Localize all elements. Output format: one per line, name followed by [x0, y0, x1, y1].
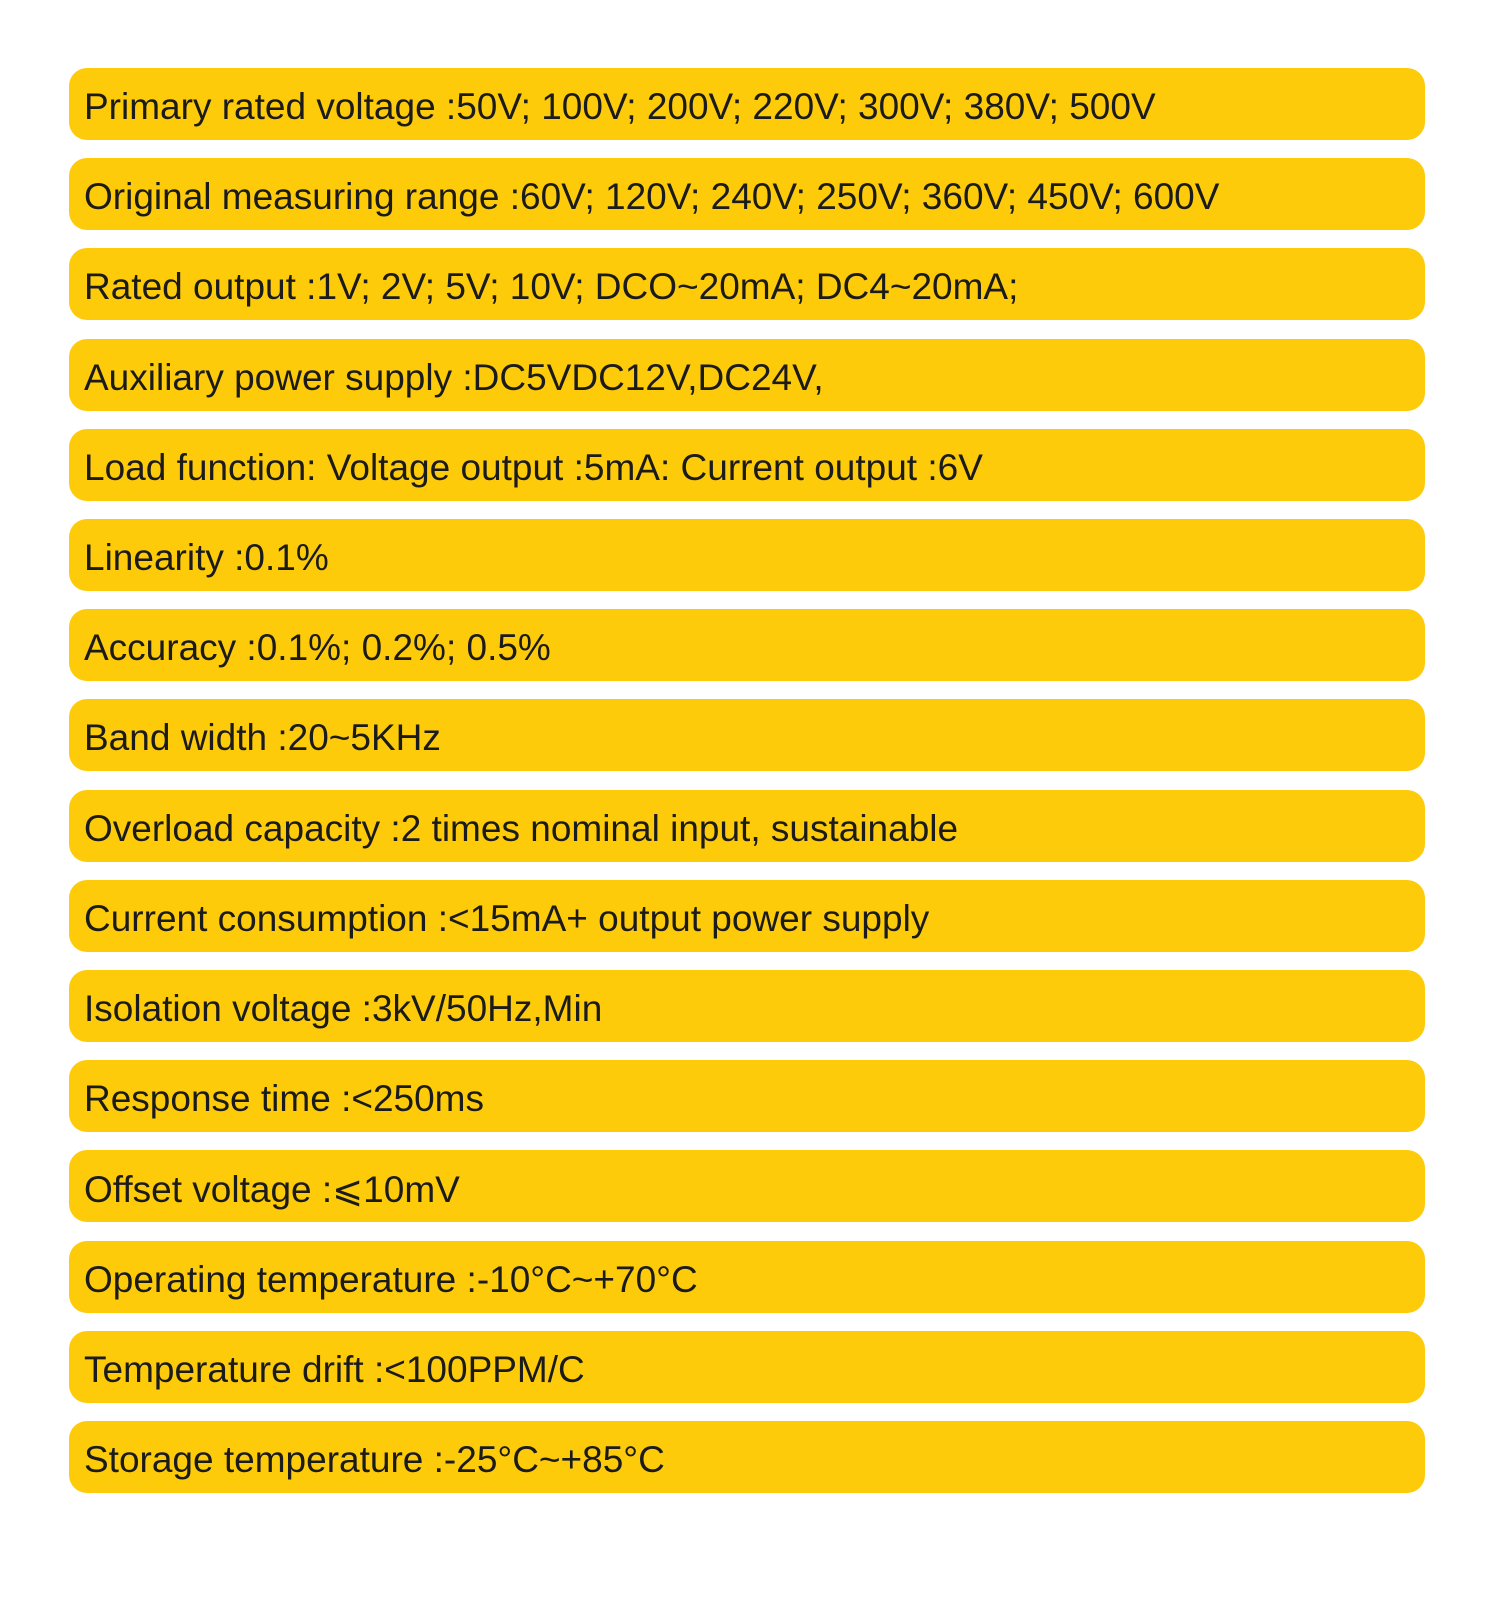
- spec-row: Isolation voltage :3kV/50Hz,Min: [69, 970, 1425, 1042]
- spec-text: Primary rated voltage :50V; 100V; 200V; …: [84, 86, 1156, 127]
- spec-text: Isolation voltage :3kV/50Hz,Min: [84, 988, 603, 1029]
- spec-text: Accuracy :0.1%; 0.2%; 0.5%: [84, 627, 551, 669]
- spec-row: Storage temperature :-25°C~+85°C: [69, 1421, 1425, 1493]
- spec-text: Offset voltage :⩽10mV: [84, 1168, 460, 1210]
- spec-row: Rated output :1V; 2V; 5V; 10V; DCO~20mA;…: [69, 248, 1425, 321]
- spec-text: Rated output :1V; 2V; 5V; 10V; DCO~20mA;…: [84, 266, 1019, 308]
- spec-text: Response time :<250ms: [84, 1078, 485, 1120]
- spec-row: Original measuring range :60V; 120V; 240…: [69, 158, 1425, 231]
- spec-text: Overload capacity :2 times nominal input…: [84, 807, 959, 849]
- spec-text: Current consumption :<15mA+ output power…: [84, 897, 930, 939]
- spec-row: Overload capacity :2 times nominal input…: [69, 789, 1425, 862]
- spec-row: Current consumption :<15mA+ output power…: [69, 879, 1425, 952]
- spec-row: Primary rated voltage :50V; 100V; 200V; …: [69, 68, 1425, 140]
- spec-row: Auxiliary power supply :DC5VDC12V,DC24V,: [69, 338, 1425, 411]
- spec-text: Load function: Voltage output :5mA: Curr…: [84, 446, 983, 488]
- spec-text: Operating temperature :-10°C~+70°C: [84, 1258, 698, 1300]
- spec-row: Temperature drift :<100PPM/C: [69, 1330, 1425, 1403]
- spec-text: Storage temperature :-25°C~+85°C: [84, 1439, 665, 1480]
- spec-text: Original measuring range :60V; 120V; 240…: [84, 176, 1220, 218]
- spec-text: Band width :20~5KHz: [84, 717, 441, 759]
- spec-row: Accuracy :0.1%; 0.2%; 0.5%: [69, 609, 1425, 682]
- spec-text: Auxiliary power supply :DC5VDC12V,DC24V,: [84, 356, 824, 398]
- spec-row: Response time :<250ms: [69, 1060, 1425, 1133]
- spec-row: Load function: Voltage output :5mA: Curr…: [69, 428, 1425, 501]
- spec-row: Linearity :0.1%: [69, 519, 1425, 591]
- spec-text: Linearity :0.1%: [84, 537, 329, 578]
- spec-row: Band width :20~5KHz: [69, 699, 1425, 772]
- spec-text: Temperature drift :<100PPM/C: [84, 1348, 585, 1390]
- spec-row: Offset voltage :⩽10mV: [69, 1150, 1425, 1223]
- spec-row: Operating temperature :-10°C~+70°C: [69, 1240, 1425, 1313]
